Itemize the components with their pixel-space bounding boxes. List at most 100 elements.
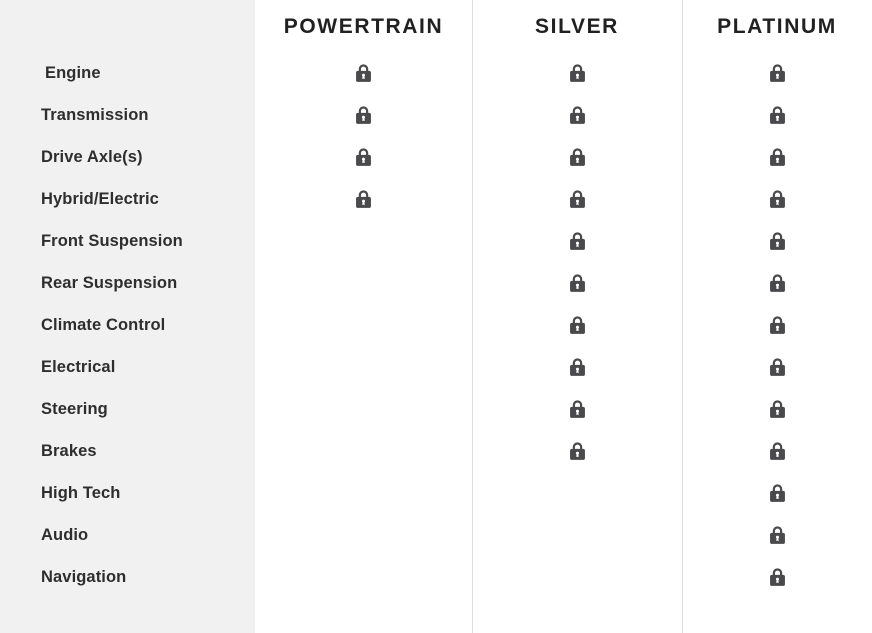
coverage-cell bbox=[472, 304, 682, 346]
coverage-cell bbox=[255, 94, 472, 136]
lock-icon bbox=[567, 273, 588, 294]
coverage-cell bbox=[472, 514, 682, 556]
coverage-cell bbox=[255, 430, 472, 472]
lock-icon bbox=[353, 63, 374, 84]
category-row[interactable]: Engine bbox=[0, 52, 255, 94]
plan-header-powertrain[interactable]: POWERTRAIN bbox=[255, 0, 472, 52]
lock-icon bbox=[767, 147, 788, 168]
category-label: Electrical bbox=[41, 357, 116, 376]
plan-header-label: SILVER bbox=[535, 14, 619, 38]
lock-icon bbox=[567, 105, 588, 126]
coverage-cell bbox=[682, 388, 872, 430]
coverage-cell bbox=[682, 136, 872, 178]
category-label: Navigation bbox=[41, 567, 127, 586]
coverage-cell bbox=[255, 304, 472, 346]
plan-cells-silver bbox=[472, 52, 682, 598]
category-row[interactable]: Climate Control bbox=[0, 304, 255, 346]
coverage-cell bbox=[255, 472, 472, 514]
lock-icon bbox=[567, 231, 588, 252]
category-row[interactable]: Hybrid/Electric bbox=[0, 178, 255, 220]
coverage-cell bbox=[472, 556, 682, 598]
category-row[interactable]: Electrical bbox=[0, 346, 255, 388]
coverage-cell bbox=[472, 220, 682, 262]
coverage-cell bbox=[682, 94, 872, 136]
lock-icon bbox=[567, 63, 588, 84]
category-label: Rear Suspension bbox=[41, 273, 178, 292]
lock-icon bbox=[353, 189, 374, 210]
lock-icon bbox=[353, 105, 374, 126]
coverage-cell bbox=[472, 178, 682, 220]
coverage-cell bbox=[682, 52, 872, 94]
category-label: Climate Control bbox=[41, 315, 166, 334]
category-label: Brakes bbox=[41, 441, 97, 460]
plan-header-silver[interactable]: SILVER bbox=[472, 0, 682, 52]
coverage-cell bbox=[472, 346, 682, 388]
coverage-cell bbox=[682, 220, 872, 262]
plan-cells-platinum bbox=[682, 52, 872, 598]
category-list: Engine Transmission Drive Axle(s) Hybrid/El… bbox=[0, 52, 255, 598]
coverage-cell bbox=[472, 52, 682, 94]
coverage-cell bbox=[255, 52, 472, 94]
category-label: Hybrid/Electric bbox=[41, 189, 159, 208]
coverage-cell bbox=[255, 346, 472, 388]
plan-header-label: PLATINUM bbox=[717, 14, 837, 38]
coverage-cell bbox=[255, 220, 472, 262]
lock-icon bbox=[567, 189, 588, 210]
coverage-cell bbox=[682, 472, 872, 514]
lock-icon bbox=[767, 567, 788, 588]
category-row[interactable]: Front Suspension bbox=[0, 220, 255, 262]
category-label: Front Suspension bbox=[41, 231, 183, 250]
plan-header-platinum[interactable]: PLATINUM bbox=[682, 0, 872, 52]
category-row[interactable]: Brakes bbox=[0, 430, 255, 472]
lock-icon bbox=[767, 357, 788, 378]
coverage-cell bbox=[255, 388, 472, 430]
coverage-cell bbox=[472, 262, 682, 304]
lock-icon bbox=[767, 273, 788, 294]
lock-icon bbox=[767, 231, 788, 252]
coverage-cell bbox=[682, 262, 872, 304]
coverage-cell bbox=[255, 262, 472, 304]
lock-icon bbox=[767, 483, 788, 504]
lock-icon bbox=[767, 315, 788, 336]
lock-icon bbox=[567, 147, 588, 168]
coverage-cell bbox=[255, 514, 472, 556]
lock-icon bbox=[353, 147, 374, 168]
lock-icon bbox=[767, 189, 788, 210]
coverage-cell bbox=[682, 178, 872, 220]
lock-icon bbox=[567, 441, 588, 462]
plan-column-platinum: PLATINUM bbox=[682, 0, 872, 633]
coverage-cell bbox=[682, 514, 872, 556]
coverage-cell bbox=[682, 346, 872, 388]
category-row[interactable]: High Tech bbox=[0, 472, 255, 514]
coverage-cell bbox=[682, 556, 872, 598]
coverage-cell bbox=[472, 472, 682, 514]
category-label: Transmission bbox=[41, 105, 149, 124]
category-label: Audio bbox=[41, 525, 89, 544]
coverage-cell bbox=[682, 304, 872, 346]
coverage-cell bbox=[472, 94, 682, 136]
category-row[interactable]: Rear Suspension bbox=[0, 262, 255, 304]
coverage-cell bbox=[255, 556, 472, 598]
lock-icon bbox=[567, 315, 588, 336]
coverage-cell bbox=[472, 136, 682, 178]
category-row[interactable]: Steering bbox=[0, 388, 255, 430]
category-row[interactable]: Navigation bbox=[0, 556, 255, 598]
plan-header-label: POWERTRAIN bbox=[283, 14, 444, 38]
lock-icon bbox=[767, 63, 788, 84]
coverage-cell bbox=[682, 430, 872, 472]
category-row[interactable]: Drive Axle(s) bbox=[0, 136, 255, 178]
category-row[interactable]: Transmission bbox=[0, 94, 255, 136]
category-label: Drive Axle(s) bbox=[41, 147, 143, 166]
category-row[interactable]: Audio bbox=[0, 514, 255, 556]
lock-icon bbox=[767, 525, 788, 546]
lock-icon bbox=[767, 441, 788, 462]
lock-icon bbox=[567, 399, 588, 420]
lock-icon bbox=[767, 399, 788, 420]
lock-icon bbox=[767, 105, 788, 126]
coverage-cell bbox=[255, 136, 472, 178]
plan-columns: POWERTRAIN SILVER PLATINUM bbox=[255, 0, 872, 633]
plan-column-powertrain: POWERTRAIN bbox=[255, 0, 472, 633]
lock-icon bbox=[567, 357, 588, 378]
coverage-cell bbox=[472, 430, 682, 472]
